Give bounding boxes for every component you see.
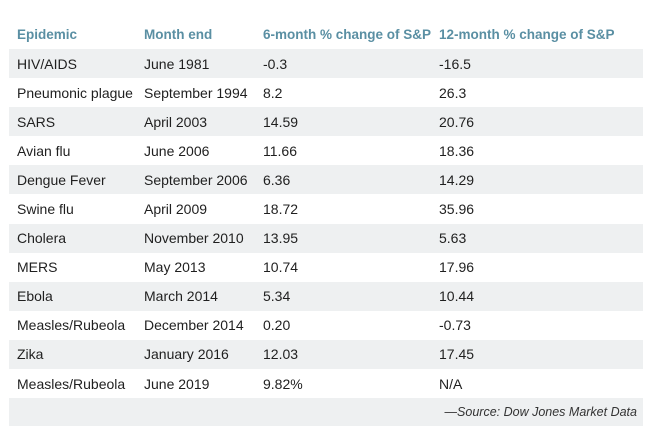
cell-epidemic: Measles/Rubeola — [9, 310, 136, 340]
table-row: Measles/Rubeola December 2014 0.20 -0.73 — [9, 310, 643, 340]
cell-12-month-change: 20.76 — [431, 107, 643, 137]
cell-6-month-change: -0.3 — [255, 49, 431, 79]
cell-12-month-change: -16.5 — [431, 49, 643, 79]
cell-12-month-change: 26.3 — [431, 78, 643, 108]
cell-12-month-change: -0.73 — [431, 310, 643, 340]
cell-6-month-change: 11.66 — [255, 136, 431, 166]
cell-month-end: May 2013 — [136, 252, 255, 282]
cell-epidemic: Zika — [9, 339, 136, 370]
cell-6-month-change: 0.20 — [255, 310, 431, 340]
table-row: Pneumonic plague September 1994 8.2 26.3 — [9, 78, 643, 108]
cell-6-month-change: 9.82% — [255, 369, 431, 399]
column-header-12-month-change: 12-month % change of S&P — [439, 26, 615, 42]
cell-epidemic: Dengue Fever — [9, 165, 136, 195]
cell-month-end: March 2014 — [136, 281, 255, 311]
cell-month-end: June 1981 — [136, 49, 255, 79]
cell-12-month-change: 5.63 — [431, 223, 643, 253]
table-row: Measles/Rubeola June 2019 9.82% N/A — [9, 369, 643, 399]
table-body: HIV/AIDS June 1981 -0.3 -16.5 Pneumonic plag… — [9, 49, 643, 399]
cell-month-end: January 2016 — [136, 339, 255, 370]
table-row: Avian flu June 2006 11.66 18.36 — [9, 136, 643, 166]
cell-epidemic: Swine flu — [9, 194, 136, 224]
table-row: Swine flu April 2009 18.72 35.96 — [9, 194, 643, 224]
cell-month-end: April 2009 — [136, 194, 255, 224]
cell-6-month-change: 13.95 — [255, 223, 431, 253]
cell-6-month-change: 8.2 — [255, 78, 431, 108]
table-row: Dengue Fever September 2006 6.36 14.29 — [9, 165, 643, 195]
cell-month-end: June 2006 — [136, 136, 255, 166]
data-table-container: Epidemic Month end 6-month % change of S… — [9, 19, 643, 426]
cell-12-month-change: 35.96 — [431, 194, 643, 224]
cell-epidemic: Avian flu — [9, 136, 136, 166]
cell-epidemic: Pneumonic plague — [9, 78, 136, 108]
table-row: SARS April 2003 14.59 20.76 — [9, 107, 643, 137]
cell-epidemic: MERS — [9, 252, 136, 282]
cell-epidemic: HIV/AIDS — [9, 49, 136, 79]
table-row: Zika January 2016 12.03 17.45 — [9, 339, 643, 370]
cell-6-month-change: 14.59 — [255, 107, 431, 137]
cell-month-end: June 2019 — [136, 369, 255, 399]
cell-month-end: September 2006 — [136, 165, 255, 195]
cell-12-month-change: 17.45 — [431, 339, 643, 370]
cell-6-month-change: 12.03 — [255, 339, 431, 370]
column-header-6-month-change: 6-month % change of S&P — [263, 26, 431, 42]
table-row: HIV/AIDS June 1981 -0.3 -16.5 — [9, 49, 643, 79]
cell-epidemic: SARS — [9, 107, 136, 137]
cell-month-end: December 2014 — [136, 310, 255, 340]
source-note: —Source: Dow Jones Market Data — [9, 398, 643, 426]
cell-epidemic: Ebola — [9, 281, 136, 311]
cell-6-month-change: 10.74 — [255, 252, 431, 282]
cell-epidemic: Cholera — [9, 223, 136, 253]
table-row: Cholera November 2010 13.95 5.63 — [9, 223, 643, 253]
cell-12-month-change: 18.36 — [431, 136, 643, 166]
column-header-month-end: Month end — [144, 26, 213, 42]
cell-month-end: September 1994 — [136, 78, 255, 108]
table-row: MERS May 2013 10.74 17.96 — [9, 252, 643, 282]
cell-month-end: November 2010 — [136, 223, 255, 253]
cell-12-month-change: N/A — [431, 369, 643, 399]
table-header-row: Epidemic Month end 6-month % change of S… — [9, 19, 643, 49]
cell-12-month-change: 10.44 — [431, 281, 643, 311]
cell-6-month-change: 18.72 — [255, 194, 431, 224]
epidemic-sp-table: Epidemic Month end 6-month % change of S… — [9, 19, 643, 399]
cell-12-month-change: 17.96 — [431, 252, 643, 282]
column-header-epidemic: Epidemic — [17, 26, 78, 42]
table-row: Ebola March 2014 5.34 10.44 — [9, 281, 643, 311]
cell-12-month-change: 14.29 — [431, 165, 643, 195]
cell-month-end: April 2003 — [136, 107, 255, 137]
cell-6-month-change: 6.36 — [255, 165, 431, 195]
cell-epidemic: Measles/Rubeola — [9, 369, 136, 399]
cell-6-month-change: 5.34 — [255, 281, 431, 311]
